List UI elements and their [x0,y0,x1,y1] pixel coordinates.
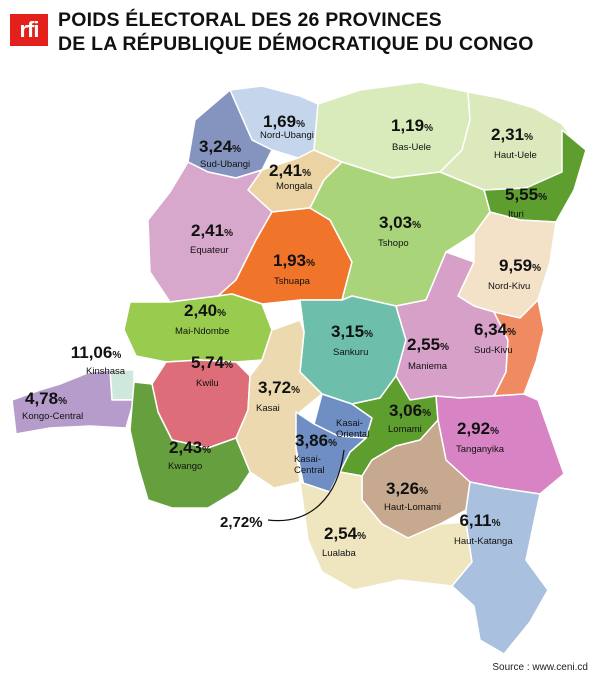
value-kinshasa: 11,06% [71,343,122,362]
province-kwango[interactable] [129,381,251,509]
name-lualaba: Lualaba [322,548,357,559]
province-lualaba[interactable] [299,471,473,591]
value-mai-ndombe: 2,40% [184,301,226,320]
name-kasai-central-part1: Central [294,465,325,476]
name-equateur: Equateur [190,245,229,256]
name-haut-uele: Haut-Uele [494,150,537,161]
province-haut-katanga[interactable] [451,481,549,655]
value-sud-ubangi: 3,24% [199,137,241,156]
name-tshuapa: Tshuapa [274,276,311,287]
value-maniema: 2,55% [407,335,449,354]
value-lomami: 3,06% [389,401,431,420]
value-kwilu: 5,74% [191,353,233,372]
value-haut-katanga: 6,11% [459,511,500,530]
name-ituri: Ituri [508,209,524,220]
name-mongala: Mongala [276,181,313,192]
value-equateur: 2,41% [191,221,233,240]
province-sud-kivu[interactable] [493,299,545,397]
name-maniema: Maniema [408,361,448,372]
title-line-1: POIDS ÉLECTORAL DES 26 PROVINCES [58,9,442,31]
province-kasai-central[interactable] [295,411,367,493]
province-kongo-central[interactable] [11,369,135,435]
value-sud-kivu: 6,34% [474,320,516,339]
name-nord-kivu: Nord-Kivu [488,281,530,292]
name-kwango: Kwango [168,461,202,472]
name-kasai: Kasai [256,403,280,414]
title-line-2: DE LA RÉPUBLIQUE DÉMOCRATIQUE DU CONGO [58,33,534,55]
name-lomami: Lomami [388,424,422,435]
callout-value-kasai-oriental: 2,72% [220,514,263,531]
rfi-logo: rfi [10,14,48,46]
value-tshuapa: 1,93% [273,251,315,270]
name-nord-ubangi: Nord-Ubangi [260,130,314,141]
name-tanganyika: Tanganyika [456,444,505,455]
value-bas-uele: 1,19% [391,116,433,135]
header: rfi POIDS ÉLECTORAL DES 26 PROVINCES DE … [0,0,600,60]
value-lualaba: 2,54% [324,524,366,543]
name-haut-katanga: Haut-Katanga [454,536,513,547]
value-nord-kivu: 9,59% [499,256,541,275]
name-kinshasa: Kinshasa [86,366,126,377]
source-note: Source : www.ceni.cd [492,662,588,673]
value-kasai: 3,72% [258,378,300,397]
value-tshopo: 3,03% [379,213,421,232]
name-haut-lomami: Haut-Lomami [384,502,441,513]
name-kongo-central: Kongo-Central [22,411,83,422]
callout-leader-line [267,449,345,522]
value-ituri: 5,55% [505,185,547,204]
value-haut-lomami: 3,26% [386,479,428,498]
name-sud-ubangi: Sud-Ubangi [200,159,250,170]
page-title: POIDS ÉLECTORAL DES 26 PROVINCES DE LA R… [58,8,534,56]
name-kasai-oriental-part0: Kasai- [336,418,363,429]
name-sud-kivu: Sud-Kivu [474,345,513,356]
name-kwilu: Kwilu [196,378,219,389]
name-sankuru: Sankuru [333,347,368,358]
value-nord-ubangi: 1,69% [263,112,305,131]
value-kongo-central: 4,78% [25,389,67,408]
name-kasai-oriental-part1: Oriental [336,429,369,440]
value-tanganyika: 2,92% [457,419,499,438]
name-bas-uele: Bas-Uele [392,142,431,153]
value-haut-uele: 2,31% [491,125,533,144]
name-mai-ndombe: Mai-Ndombe [175,326,229,337]
value-kasai-central: 3,86% [295,431,337,450]
name-kasai-central-part0: Kasai- [294,454,321,465]
name-tshopo: Tshopo [378,238,409,249]
value-kwango: 2,43% [169,438,211,457]
value-sankuru: 3,15% [331,322,373,341]
value-mongala: 2,41% [269,161,311,180]
